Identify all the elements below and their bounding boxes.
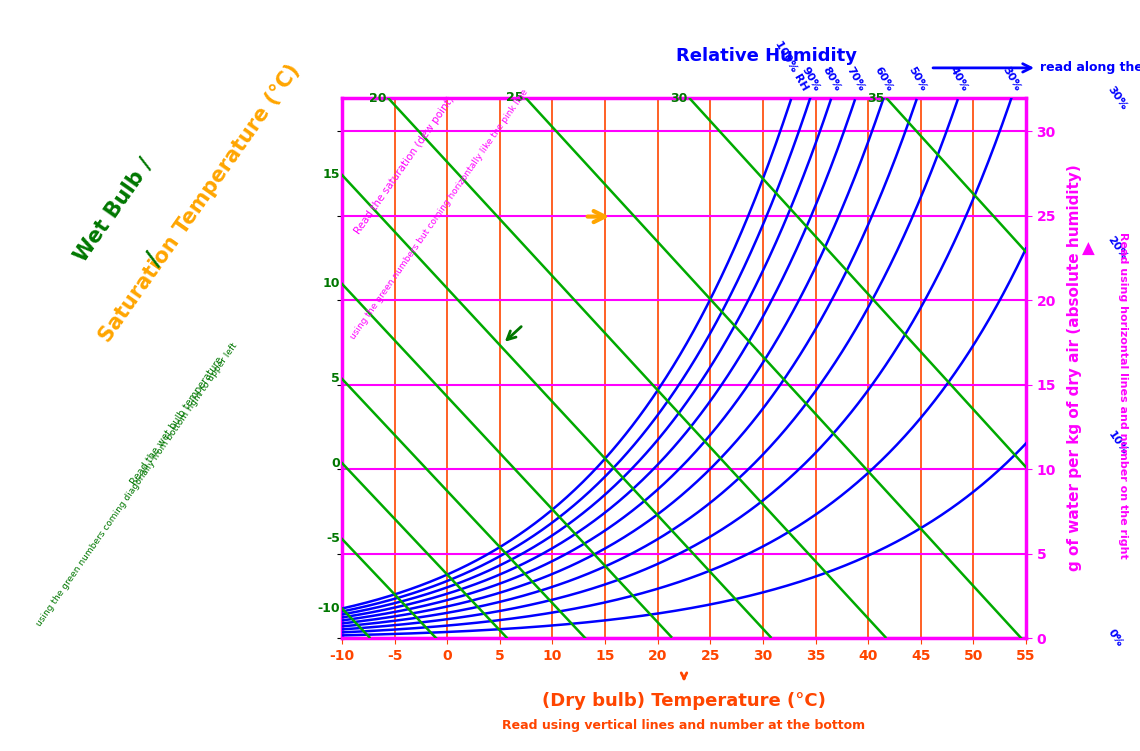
Text: 20: 20 — [368, 92, 386, 104]
Text: 20%: 20% — [1106, 235, 1130, 262]
Text: 10%: 10% — [1106, 430, 1130, 457]
Text: 50%: 50% — [906, 65, 928, 92]
Text: Saturation Temperature (°C): Saturation Temperature (°C) — [96, 60, 303, 345]
Text: 35: 35 — [868, 92, 885, 105]
Text: Read using vertical lines and number at the bottom: Read using vertical lines and number at … — [503, 719, 865, 732]
Text: Wet Bulb /: Wet Bulb / — [71, 155, 157, 266]
Text: 60%: 60% — [873, 65, 895, 92]
Text: (Dry bulb) Temperature (°C): (Dry bulb) Temperature (°C) — [542, 692, 826, 710]
Text: /: / — [141, 249, 166, 270]
Text: Relative Humidity: Relative Humidity — [676, 47, 856, 65]
Text: using the green numbers coming diagonally from bottom right to upper left: using the green numbers coming diagonall… — [34, 341, 239, 628]
Text: Read the saturation (dew point): Read the saturation (dew point) — [353, 95, 456, 236]
Text: 15: 15 — [323, 168, 340, 182]
Text: 10: 10 — [323, 277, 340, 291]
Text: 30%: 30% — [1001, 65, 1023, 92]
Text: Read using horizontal lines and number on the right: Read using horizontal lines and number o… — [1118, 231, 1127, 559]
Text: 30%: 30% — [1106, 84, 1129, 111]
Text: -5: -5 — [326, 532, 340, 545]
Y-axis label: g of water per kg of dry air (absolute humidity): g of water per kg of dry air (absolute h… — [1067, 164, 1082, 572]
Text: 90%: 90% — [799, 65, 822, 92]
Text: ▲: ▲ — [1082, 240, 1096, 258]
Text: 25: 25 — [506, 91, 523, 104]
Text: using the green numbers but coming horizontally like the pink line: using the green numbers but coming horiz… — [349, 87, 529, 341]
Text: 0%: 0% — [1106, 628, 1125, 649]
Text: 70%: 70% — [845, 65, 866, 92]
Text: Read the wet bulb temperature: Read the wet bulb temperature — [129, 354, 225, 487]
Text: 40%: 40% — [947, 65, 970, 92]
Text: 0: 0 — [331, 457, 340, 469]
Text: 30: 30 — [670, 92, 687, 105]
Text: 80%: 80% — [821, 65, 842, 92]
Text: -10: -10 — [317, 602, 340, 615]
Text: 5: 5 — [331, 372, 340, 385]
Text: read along the curve: read along the curve — [933, 62, 1140, 74]
Text: 100% RH: 100% RH — [773, 39, 809, 92]
